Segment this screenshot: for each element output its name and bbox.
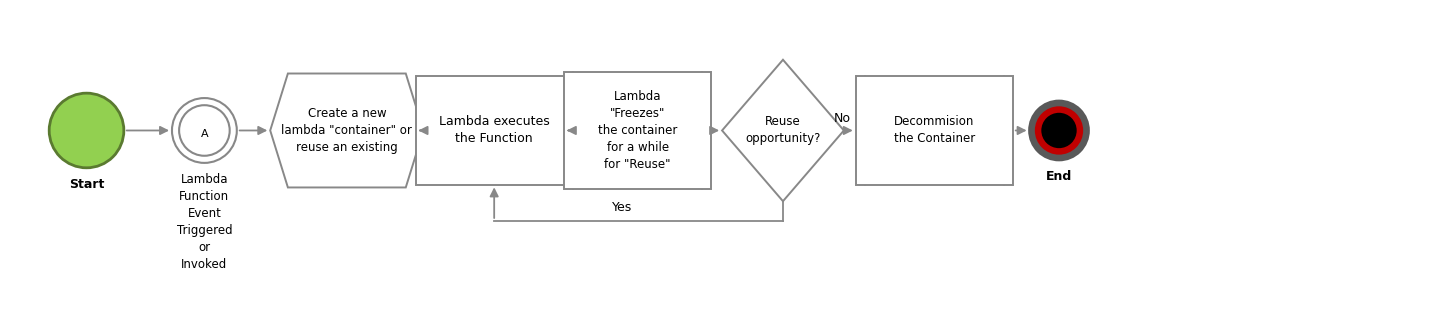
Circle shape (49, 93, 123, 168)
Text: Lambda executes
the Function: Lambda executes the Function (439, 116, 549, 145)
Text: Lambda
"Freezes"
the container
for a while
for "Reuse": Lambda "Freezes" the container for a whi… (598, 90, 677, 171)
Text: Decommision
the Container: Decommision the Container (893, 116, 974, 145)
Text: Start: Start (68, 178, 105, 191)
Text: No: No (833, 112, 851, 125)
FancyBboxPatch shape (855, 76, 1013, 185)
FancyBboxPatch shape (415, 76, 572, 185)
Circle shape (179, 105, 229, 156)
Circle shape (171, 98, 237, 163)
Text: Reuse
opportunity?: Reuse opportunity? (745, 116, 820, 145)
Circle shape (1029, 101, 1089, 160)
Text: A: A (200, 129, 208, 139)
Text: Lambda
Function
Event
Triggered
or
Invoked: Lambda Function Event Triggered or Invok… (177, 173, 232, 271)
Polygon shape (270, 73, 424, 187)
Circle shape (1035, 106, 1083, 154)
Text: Yes: Yes (611, 201, 632, 214)
Polygon shape (722, 60, 844, 201)
Circle shape (1041, 113, 1077, 148)
Text: Create a new
lambda "container" or
reuse an existing: Create a new lambda "container" or reuse… (282, 107, 412, 154)
FancyBboxPatch shape (563, 72, 711, 189)
Text: End: End (1045, 170, 1072, 183)
